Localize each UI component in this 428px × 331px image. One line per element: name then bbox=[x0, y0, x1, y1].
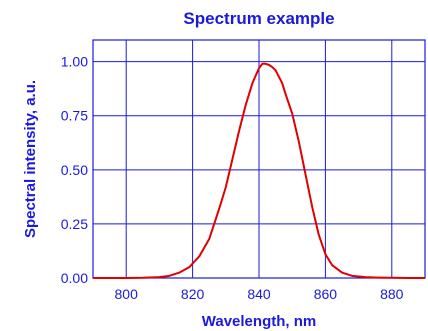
x-tick-label: 880 bbox=[380, 286, 404, 302]
y-tick-label: 0.00 bbox=[61, 270, 88, 286]
plot-frame bbox=[92, 39, 426, 279]
plot-area bbox=[92, 39, 426, 279]
y-tick-label: 0.50 bbox=[61, 162, 88, 178]
y-tick-label: 0.25 bbox=[61, 216, 88, 232]
tick-labels: 800 820 840 860 880 0.00 0.25 0.50 0.75 1.00 bbox=[61, 54, 404, 302]
y-tick-label: 1.00 bbox=[61, 54, 88, 70]
x-tick-label: 840 bbox=[247, 286, 271, 302]
x-tick-label: 820 bbox=[181, 286, 205, 302]
x-tick-label: 800 bbox=[115, 286, 139, 302]
x-axis-label: Wavelength, nm bbox=[202, 313, 316, 330]
y-axis-label: Spectral intensity, a.u. bbox=[22, 80, 39, 238]
grid-lines bbox=[93, 40, 425, 279]
chart-title: Spectrum example bbox=[183, 9, 334, 28]
y-tick-label: 0.75 bbox=[61, 108, 88, 124]
x-tick-label: 860 bbox=[314, 286, 338, 302]
spectrum-line bbox=[93, 62, 425, 279]
